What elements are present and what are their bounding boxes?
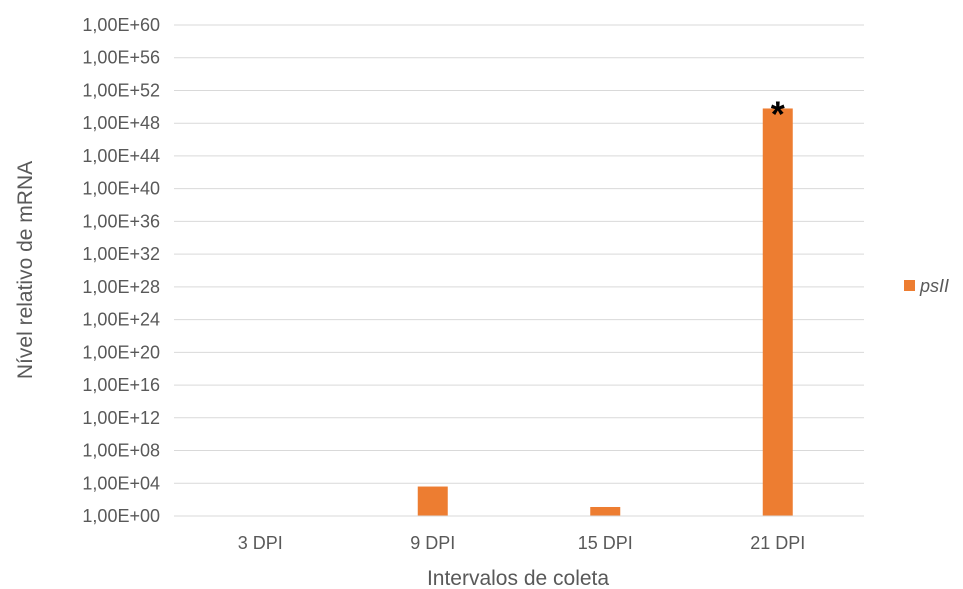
y-tick-label: 1,00E+24 (82, 310, 160, 330)
gridlines (174, 24, 864, 484)
x-tick-label: 21 DPI (750, 533, 805, 553)
y-tick-label: 1,00E+52 (82, 80, 160, 100)
x-tick-label: 9 DPI (410, 533, 455, 553)
y-axis-title: Nível relativo de mRNA (14, 161, 37, 379)
y-tick-label: 1,00E+16 (82, 375, 160, 395)
y-tick-label: 1,00E+48 (82, 113, 160, 133)
bar (417, 486, 448, 516)
y-tick-label: 1,00E+56 (82, 48, 160, 68)
y-tick-label: 1,00E+20 (82, 342, 160, 362)
legend: psII (904, 276, 949, 296)
y-tick-label: 1,00E+08 (82, 441, 160, 461)
y-tick-label: 1,00E+28 (82, 277, 160, 297)
y-tick-label: 1,00E+00 (82, 506, 160, 526)
legend-swatch-psII (904, 280, 915, 291)
bar (762, 108, 793, 516)
y-tick-label: 1,00E+12 (82, 408, 160, 428)
x-tick-label: 15 DPI (578, 533, 633, 553)
significance-asterisk: * (771, 93, 785, 134)
annotations: * (771, 93, 785, 134)
legend-label-psII: psII (919, 276, 949, 296)
x-axis-ticks: 3 DPI 9 DPI 15 DPI 21 DPI (238, 533, 806, 553)
x-tick-label: 3 DPI (238, 533, 283, 553)
y-tick-label: 1,00E+36 (82, 211, 160, 231)
bars (417, 108, 793, 516)
y-axis-ticks: 1,00E+00 1,00E+04 1,00E+08 1,00E+12 1,00E+16… (82, 15, 160, 526)
y-tick-label: 1,00E+04 (82, 473, 160, 493)
y-tick-label: 1,00E+60 (82, 15, 160, 35)
bar (590, 506, 621, 516)
y-tick-label: 1,00E+32 (82, 244, 160, 264)
x-axis-title: Intervalos de coleta (427, 567, 609, 589)
y-tick-label: 1,00E+44 (82, 146, 160, 166)
y-tick-label: 1,00E+40 (82, 179, 160, 199)
